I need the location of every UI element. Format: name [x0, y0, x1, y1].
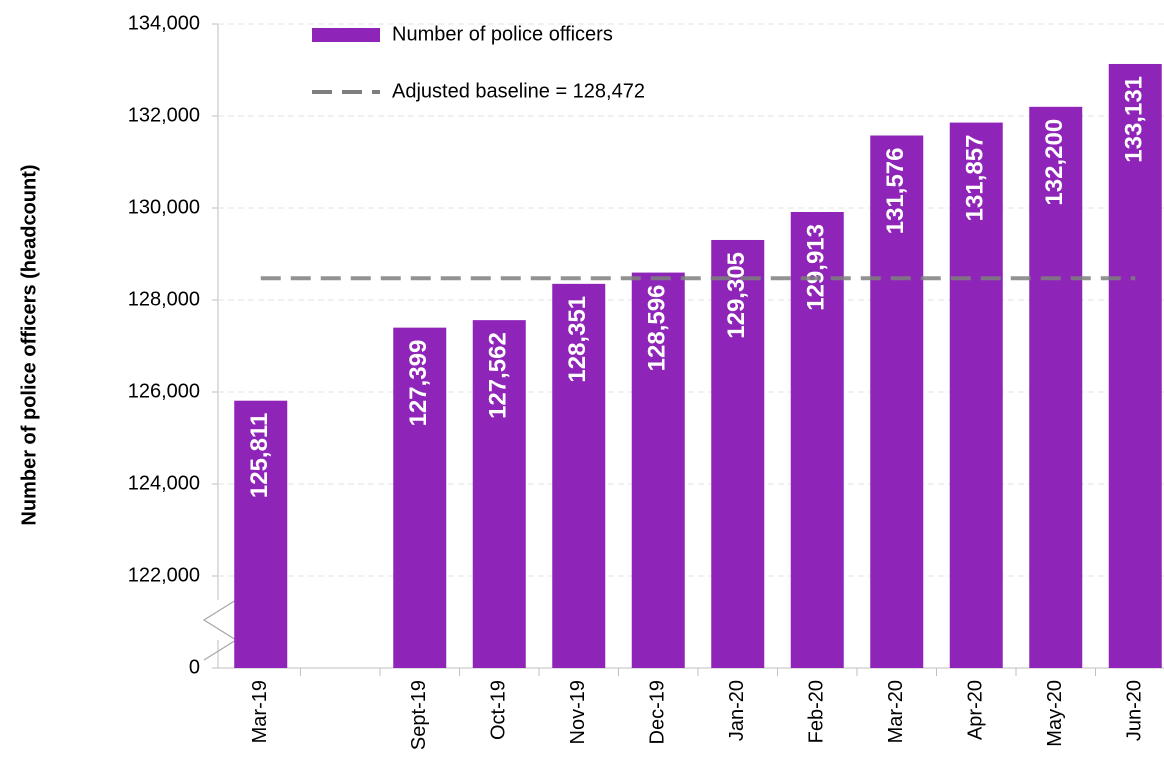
bar [472, 320, 526, 668]
x-tick-label: Dec-19 [647, 680, 669, 744]
value-label: 125,811 [246, 413, 273, 498]
bar [631, 272, 685, 668]
y-tick-label: 124,000 [128, 472, 200, 494]
y-tick-label: 126,000 [128, 380, 200, 402]
axis-break [202, 599, 238, 661]
x-tick-label: Mar-19 [249, 680, 271, 743]
value-label: 127,399 [405, 340, 432, 427]
value-label: 131,576 [882, 148, 909, 235]
y-tick-label: 128,000 [128, 288, 200, 310]
bar [1029, 106, 1083, 669]
y-axis-title: Number of police officers (headcount) [18, 164, 40, 525]
value-label: 131,857 [962, 135, 989, 222]
value-label: 132,200 [1041, 119, 1068, 206]
x-tick-label: Feb-20 [806, 680, 828, 743]
bar [234, 400, 288, 668]
x-tick-label: Apr-20 [965, 680, 987, 740]
bar [552, 283, 606, 668]
bar [1108, 63, 1162, 668]
x-tick-label: Oct-19 [488, 680, 510, 740]
bar [870, 135, 924, 668]
x-tick-label: May-20 [1044, 680, 1066, 747]
bar [393, 327, 447, 668]
x-tick-label: Jan-20 [726, 680, 748, 741]
y-tick-label: 130,000 [128, 196, 200, 218]
value-label: 129,913 [803, 224, 830, 311]
value-label: 133,131 [1121, 76, 1148, 163]
y-tick-label: 0 [189, 656, 200, 678]
legend-label: Adjusted baseline = 128,472 [392, 80, 645, 102]
value-label: 129,305 [723, 252, 750, 339]
value-label: 128,596 [644, 285, 671, 372]
x-tick-label: Mar-20 [885, 680, 907, 743]
legend-swatch [312, 28, 380, 42]
y-tick-label: 134,000 [128, 12, 200, 34]
bar [711, 239, 765, 668]
y-tick-label: 132,000 [128, 104, 200, 126]
bar [790, 212, 844, 668]
x-tick-label: Sept-19 [408, 680, 430, 750]
bar [949, 122, 1003, 668]
y-tick-label: 122,000 [128, 564, 200, 586]
x-tick-label: Nov-19 [567, 680, 589, 744]
x-tick-label: Jun-20 [1124, 680, 1146, 741]
value-label: 127,562 [485, 332, 512, 419]
legend-label: Number of police officers [392, 23, 613, 45]
value-label: 128,351 [564, 296, 591, 383]
